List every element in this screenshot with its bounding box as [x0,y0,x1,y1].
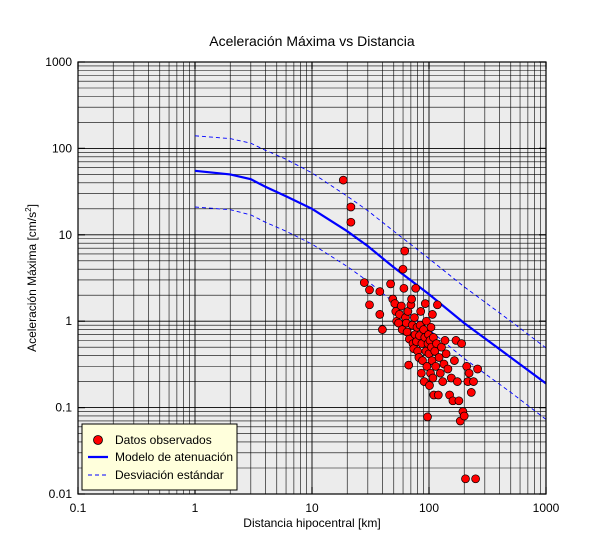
data-point [443,364,453,374]
data-point [426,322,436,332]
x-tick-label: 1000 [533,501,560,515]
data-point [346,217,356,227]
data-point [433,390,443,400]
data-point [464,368,474,378]
data-point [428,373,438,383]
data-point [399,283,409,293]
data-point [375,287,385,296]
data-point [365,285,374,295]
data-point [400,246,410,256]
data-point [418,356,427,365]
data-point [457,339,466,348]
data-point [437,342,446,352]
data-point [434,353,444,362]
data-point [422,316,431,326]
data-point [386,279,395,289]
data-point [422,362,432,371]
x-tick-label: 0.1 [70,501,87,515]
data-point [440,336,450,345]
data-point [466,388,476,397]
data-point [375,310,385,319]
model-line [194,169,547,385]
y-tick-label: 100 [52,141,72,155]
chart-title: Aceleración Máxima vs Distancia [209,33,415,49]
data-point [435,368,445,378]
data-point [365,300,374,310]
legend-label-observed: Datos observados [115,433,212,447]
deviation-line-3 [194,206,547,420]
data-point [473,364,482,374]
y-tick-label: 0.01 [49,487,73,501]
data-point [461,474,470,484]
deviation-line-2 [194,135,547,349]
data-point [398,264,408,274]
data-point [428,310,437,319]
grid [78,62,546,494]
data-point [416,307,426,316]
y-tick-label: 0.1 [55,401,72,415]
data-point [425,381,434,390]
data-point [469,377,478,386]
y-axis-label: Aceleración Máxima [cm/s2] [24,204,39,352]
data-point [459,411,469,421]
data-point [441,349,451,359]
data-point [359,278,369,287]
data-point [450,356,459,365]
data-point [338,175,348,185]
data-point [420,299,430,308]
x-axis-label: Distancia hipocentral [km] [243,516,380,530]
legend: Datos observados Modelo de atenuación De… [81,423,238,491]
series-layer [194,135,547,484]
data-point [433,300,442,310]
x-tick-label: 10 [305,501,319,515]
data-point [438,377,448,386]
y-tick-label: 1 [65,314,72,328]
legend-marker-icon [93,435,103,445]
y-tick-label: 1000 [45,55,72,69]
y-axis-label-main: Aceleración Máxima [cm/s [25,212,39,352]
data-point [407,294,416,304]
legend-label-deviation: Desviación estándar [115,468,224,482]
y-axis-label-superscript: 2 [24,207,33,212]
data-point [454,396,464,406]
data-point [471,474,480,484]
x-tick-label: 1 [192,501,199,515]
data-point [378,325,387,334]
data-point [453,377,462,386]
data-point [423,412,432,422]
data-point [431,362,441,371]
y-axis-label-end: ] [25,204,39,207]
legend-label-model: Modelo de atenuación [115,450,233,464]
data-point [346,202,356,212]
data-point [396,301,406,311]
x-tick-label: 100 [419,501,439,515]
data-point [404,360,414,370]
data-point [416,368,426,378]
data-point [411,283,421,293]
y-tick-label: 10 [59,228,73,242]
data-point [410,313,419,322]
